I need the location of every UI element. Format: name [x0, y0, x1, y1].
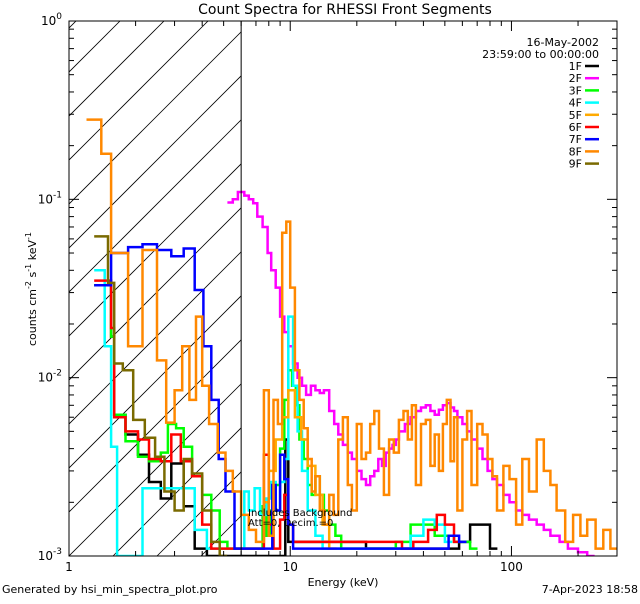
footer-timestamp: 7-Apr-2023 18:58: [541, 583, 638, 596]
legend-label: 3F: [569, 84, 582, 97]
hatch-line: [69, 21, 209, 161]
x-tick-label: 100: [500, 560, 523, 574]
series-7F: [94, 242, 467, 550]
hatch-line: [69, 21, 165, 117]
hatched-region: [69, 21, 617, 556]
legend-label: 2F: [569, 72, 582, 85]
time-range-label: 23:59:00 to 00:00:00: [482, 48, 599, 61]
series-3F: [94, 283, 478, 550]
hatch-line: [69, 21, 121, 73]
chart-title: Count Spectra for RHESSI Front Segments: [198, 2, 492, 18]
y-tick-label: 10-1: [38, 190, 62, 206]
legend-label: 4F: [569, 97, 582, 110]
hatch-line: [69, 21, 253, 205]
y-tick-label: 10-2: [38, 369, 62, 385]
series-4F: [94, 269, 453, 556]
date-label: 16-May-2002: [527, 36, 599, 49]
legend-label: 5F: [569, 109, 582, 122]
series-8F: [86, 118, 617, 550]
plot-frame: [68, 20, 618, 557]
series-9F: [94, 235, 228, 556]
axis-ticks: 1 10 100 10-3 10-2 10-1 100: [38, 12, 618, 574]
legend-label: 6F: [569, 121, 582, 134]
x-axis-label: Energy (keV): [308, 576, 379, 589]
legend-label: 7F: [569, 133, 582, 146]
x-tick-label: 1: [65, 560, 73, 574]
series-layer: [86, 118, 617, 556]
y-tick-label: 10-3: [38, 547, 62, 563]
background-annotation: Includes Background Att=0, Decim.=0: [248, 508, 352, 529]
legend-label: 9F: [569, 158, 582, 171]
y-tick-label: 100: [41, 12, 62, 28]
series-6F: [94, 279, 462, 550]
hatch-line: [69, 21, 77, 29]
legend-label: 8F: [569, 145, 582, 158]
legend-label: 1F: [569, 60, 582, 73]
x-tick-label: 10: [283, 560, 298, 574]
footer-generator: Generated by hsi_min_spectra_plot.pro: [2, 583, 218, 596]
y-axis-label: counts cm-2 s-1 keV-1: [24, 232, 39, 346]
hatch-mask: [241, 21, 617, 556]
